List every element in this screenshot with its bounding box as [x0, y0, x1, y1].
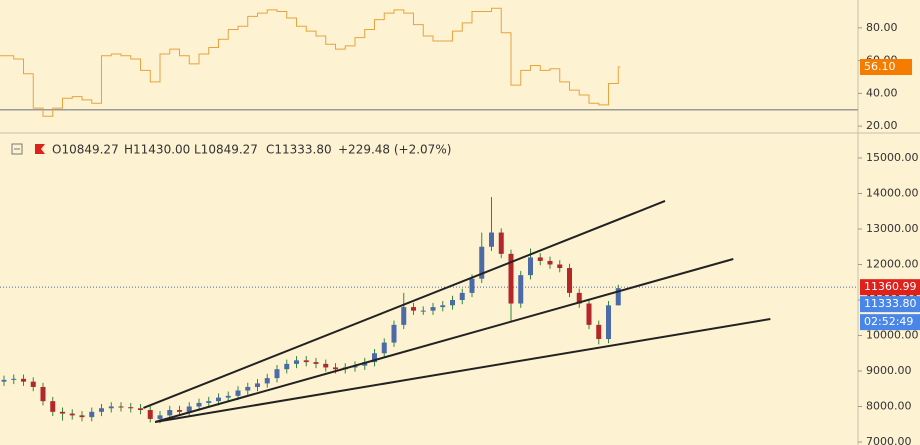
candle-body [21, 378, 26, 382]
y-tick-label: 7000.00 [866, 435, 912, 445]
candle-body [294, 360, 299, 364]
trendline [154, 317, 771, 423]
candle-body [69, 413, 75, 416]
candle-body [469, 278, 475, 293]
legend-high: H11430.00 [124, 143, 190, 157]
candle-body [206, 401, 212, 403]
candle-body [459, 292, 465, 300]
candle-body [225, 395, 231, 398]
candle-body [216, 397, 221, 402]
y-tick-label: 8000.00 [866, 399, 912, 412]
y-tick-label: 15000.00 [866, 151, 919, 164]
candle-body [79, 415, 85, 418]
collapse-icon[interactable] [11, 143, 23, 155]
candle-body [528, 257, 533, 276]
candle-body [235, 390, 241, 396]
candle-body [615, 288, 621, 306]
candle-body [606, 305, 611, 340]
candle-body [323, 363, 329, 368]
y-tick-label: 12000.00 [866, 257, 919, 270]
trendline [154, 258, 734, 423]
candle-body [518, 275, 524, 304]
candle-body [313, 362, 319, 364]
candle-body [576, 292, 582, 304]
candle-body [547, 260, 553, 265]
candle-body [138, 408, 143, 411]
candle-body [167, 410, 173, 416]
candle-body [508, 253, 514, 304]
candle-body [567, 268, 572, 293]
candle-body [284, 363, 290, 370]
candle-body [186, 406, 192, 412]
candle-body [255, 383, 260, 387]
candle-body [99, 408, 104, 412]
countdown-box [860, 314, 920, 331]
symbol-icon [35, 144, 45, 154]
candle-body [391, 324, 397, 343]
candle-body [264, 378, 270, 384]
y-tick-label: 20.00 [866, 119, 898, 132]
legend-open: O10849.27 [52, 143, 119, 157]
candle-body [196, 402, 202, 407]
y-tick-label: 40.00 [866, 86, 898, 99]
candle-body [128, 407, 134, 409]
candle-body [60, 411, 65, 414]
price-tag-label: 56.10 [864, 60, 896, 73]
candle-body [596, 324, 602, 340]
candle-body [420, 310, 426, 312]
candle-body [586, 303, 592, 325]
candle-body [557, 264, 563, 269]
price-tag-label: 11360.99 [864, 280, 917, 293]
price-tag [860, 296, 920, 313]
candle-body [89, 411, 95, 418]
candle-body [450, 299, 455, 306]
candle-body [479, 246, 485, 279]
oscillator-line [0, 7, 621, 117]
candle-body [108, 406, 114, 409]
candle-body [411, 307, 416, 311]
candle-body [11, 378, 17, 380]
candle-body [40, 386, 46, 402]
candle-body [401, 307, 407, 325]
legend-close: C11333.80 [266, 143, 332, 157]
candle-body [50, 401, 56, 412]
candle-body [118, 406, 124, 408]
candle-body [333, 367, 338, 370]
candle-body [430, 307, 436, 311]
y-tick-label: 10000.00 [866, 328, 919, 341]
candle-body [537, 257, 543, 261]
candle-body [177, 410, 182, 412]
candle-body [245, 386, 251, 391]
y-tick-label: 14000.00 [866, 186, 919, 199]
candle-body [372, 353, 377, 363]
candle-body [147, 410, 153, 419]
price-tag-label: 11333.80 [864, 297, 917, 310]
candle-body [274, 369, 280, 379]
candle-body [303, 360, 309, 363]
candle-body [440, 305, 446, 308]
y-tick-label: 80.00 [866, 21, 898, 34]
candle-body [1, 379, 7, 382]
candle-body [498, 232, 504, 254]
countdown: 02:52:49 [864, 315, 913, 328]
candle-body [381, 342, 387, 354]
candle-body [489, 232, 494, 247]
y-tick-label: 9000.00 [866, 364, 912, 377]
price-tag [860, 58, 912, 75]
candle-body [30, 381, 36, 387]
legend-change: +229.48 (+2.07%) [338, 143, 451, 157]
y-tick-label: 13000.00 [866, 222, 919, 235]
candle-body [157, 415, 163, 419]
trendline [143, 200, 666, 409]
legend-low: L10849.27 [194, 143, 258, 157]
price-tag [860, 279, 920, 296]
